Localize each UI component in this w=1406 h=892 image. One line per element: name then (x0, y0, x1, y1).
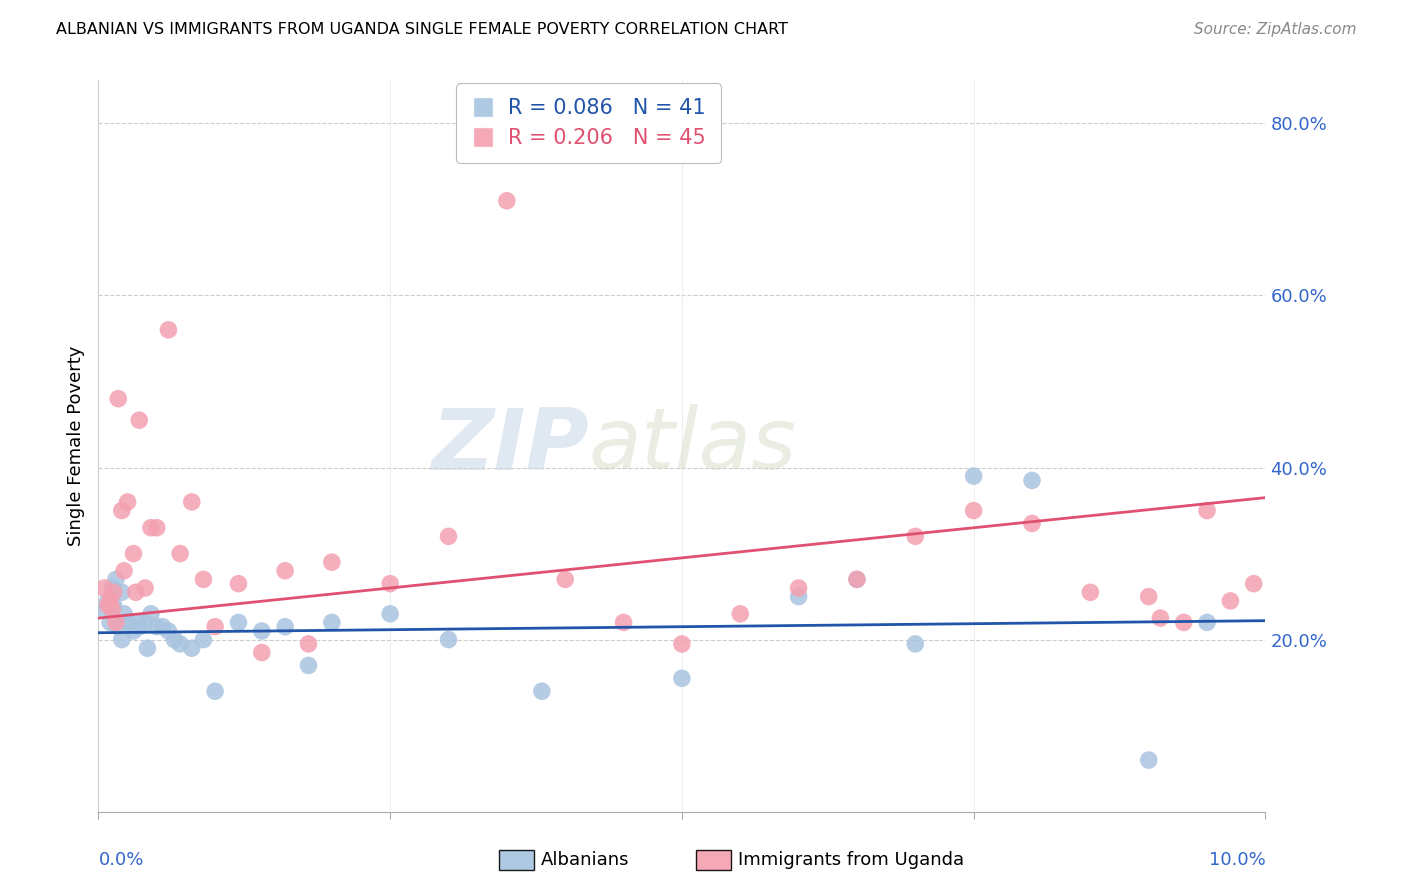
Point (93, 602, 115, 616)
Point (228, 576, 250, 591)
Point (125, 585, 148, 599)
Point (671, 671, 693, 685)
Point (152, 620, 174, 634)
Point (496, 194, 519, 208)
Point (193, 632, 215, 647)
Point (139, 607, 162, 621)
Point (111, 503, 134, 517)
Point (157, 323, 180, 337)
Point (1080, 585, 1102, 599)
Point (904, 637, 927, 651)
Point (846, 573, 869, 587)
Point (321, 555, 343, 569)
Point (157, 624, 180, 638)
Point (321, 615, 343, 630)
Legend: R = 0.086   N = 41, R = 0.206   N = 45: R = 0.086 N = 41, R = 0.206 N = 45 (457, 83, 721, 163)
Point (97, 594, 120, 608)
Y-axis label: Single Female Poverty: Single Female Poverty (66, 346, 84, 546)
Text: atlas: atlas (589, 404, 797, 488)
Point (671, 637, 693, 651)
Point (101, 602, 124, 616)
Point (1173, 615, 1195, 630)
Point (103, 585, 125, 599)
Point (1137, 590, 1160, 604)
Text: ALBANIAN VS IMMIGRANTS FROM UGANDA SINGLE FEMALE POVERTY CORRELATION CHART: ALBANIAN VS IMMIGRANTS FROM UGANDA SINGL… (56, 22, 789, 37)
Point (146, 620, 169, 634)
Point (139, 521, 162, 535)
Point (1021, 516, 1043, 531)
Point (204, 684, 226, 698)
Point (117, 615, 139, 630)
Text: 10.0%: 10.0% (1209, 851, 1265, 869)
Point (274, 620, 297, 634)
Point (437, 632, 460, 647)
Point (128, 413, 150, 427)
Point (98, 615, 121, 630)
Point (228, 615, 250, 630)
Point (554, 573, 576, 587)
Text: 0.0%: 0.0% (98, 851, 143, 869)
Point (297, 637, 319, 651)
Point (134, 581, 156, 595)
Point (193, 573, 215, 587)
Point (104, 573, 127, 587)
Point (125, 615, 148, 630)
Point (112, 564, 135, 578)
Point (787, 581, 810, 595)
Point (180, 641, 202, 656)
Point (297, 658, 319, 673)
Text: Albanians: Albanians (541, 851, 630, 869)
Point (122, 547, 145, 561)
Point (103, 598, 125, 612)
Point (437, 529, 460, 543)
Point (250, 624, 273, 638)
Point (846, 573, 869, 587)
Point (163, 632, 186, 647)
Point (111, 585, 134, 599)
Text: Immigrants from Uganda: Immigrants from Uganda (738, 851, 965, 869)
Point (180, 495, 202, 509)
Point (530, 684, 553, 698)
Point (107, 392, 129, 406)
Point (962, 469, 984, 483)
Point (1021, 474, 1043, 488)
Text: Source: ZipAtlas.com: Source: ZipAtlas.com (1194, 22, 1357, 37)
Point (93, 581, 115, 595)
Point (380, 576, 402, 591)
Point (169, 637, 191, 651)
Point (962, 503, 984, 517)
Point (111, 632, 134, 647)
Point (380, 607, 402, 621)
Point (97, 598, 120, 612)
Point (112, 607, 135, 621)
Point (730, 607, 752, 621)
Point (169, 547, 191, 561)
Point (122, 624, 145, 638)
Point (904, 529, 927, 543)
Point (1243, 576, 1265, 591)
Point (612, 615, 634, 630)
Point (136, 641, 159, 656)
Point (1137, 753, 1160, 767)
Point (128, 620, 150, 634)
Point (101, 581, 124, 595)
Point (104, 615, 127, 630)
Point (98, 594, 121, 608)
Point (250, 646, 273, 660)
Point (117, 495, 139, 509)
Point (787, 590, 810, 604)
Text: ZIP: ZIP (430, 404, 589, 488)
Point (1195, 615, 1218, 630)
Point (1195, 503, 1218, 517)
Point (274, 564, 297, 578)
Point (107, 620, 129, 634)
Point (204, 620, 226, 634)
Point (146, 521, 169, 535)
Point (1219, 594, 1241, 608)
Point (134, 615, 156, 630)
Point (1149, 611, 1171, 625)
